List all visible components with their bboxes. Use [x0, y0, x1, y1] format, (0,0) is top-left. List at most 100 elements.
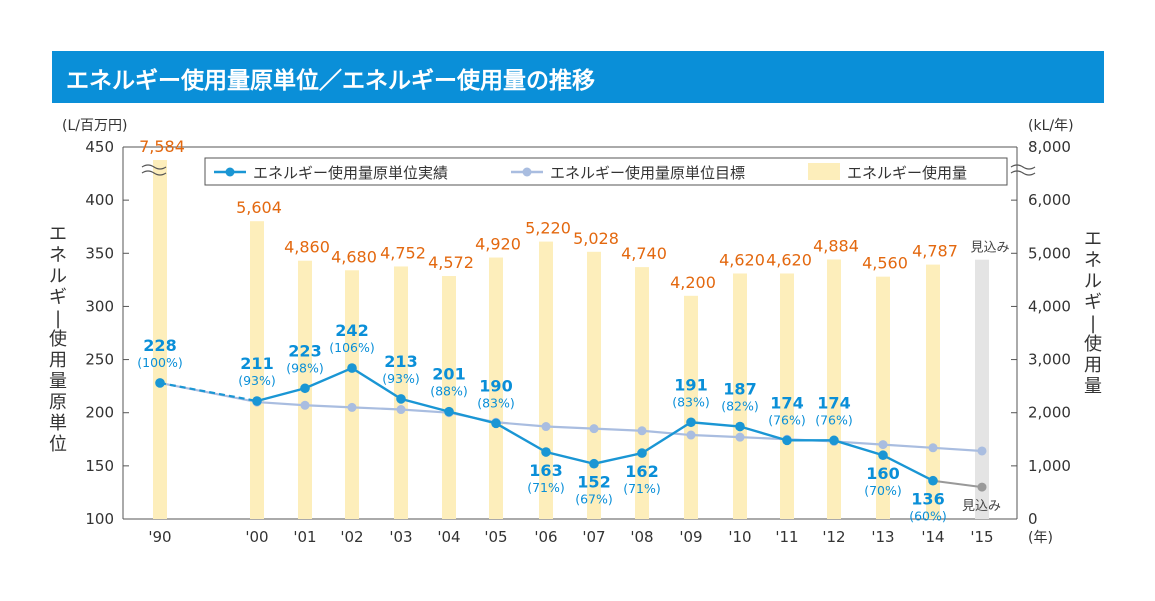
energy-bar	[153, 160, 167, 519]
right-tick-label: 5,000	[1028, 244, 1071, 262]
x-tick-label: '08	[630, 528, 653, 546]
x-tick-label: '06	[534, 528, 557, 546]
x-tick-label: '15	[970, 528, 993, 546]
x-tick-label: '03	[389, 528, 412, 546]
actual-point	[782, 435, 792, 446]
legend-bar-swatch	[808, 163, 840, 180]
legend-target-label: エネルギー使用量原単位目標	[550, 164, 745, 182]
left-axis-unit: (L/百万円)	[62, 118, 127, 134]
target-point	[686, 430, 696, 440]
legend-bar-label: エネルギー使用量	[847, 164, 967, 182]
x-tick-label: '09	[679, 528, 702, 546]
energy-bar-label: 4,572	[428, 253, 474, 272]
right-tick-label: 6,000	[1028, 191, 1071, 209]
actual-value-label: 242	[335, 321, 368, 340]
left-tick-label: 300	[85, 297, 114, 315]
actual-point	[347, 363, 357, 373]
actual-point	[396, 394, 406, 404]
actual-point	[300, 383, 310, 394]
target-point	[300, 400, 310, 410]
actual-value-label: 191	[674, 375, 707, 394]
actual-value-label: 136	[911, 490, 944, 509]
x-tick-label: '10	[728, 528, 751, 546]
actual-pct-label: (82%)	[721, 399, 759, 414]
left-tick-label: 250	[85, 351, 114, 369]
actual-pct-label: (60%)	[909, 509, 947, 524]
energy-bar	[489, 257, 503, 519]
right-axis-title: エネルギ|使用量	[1084, 229, 1102, 397]
actual-value-label: 163	[529, 461, 562, 480]
actual-point	[829, 435, 839, 446]
x-tick-label: '14	[921, 528, 944, 546]
energy-bar-label: 5,028	[573, 229, 619, 248]
actual-value-label: 228	[143, 336, 176, 355]
forecast-point	[977, 482, 987, 492]
actual-value-label: 213	[384, 352, 417, 371]
actual-pct-label: (93%)	[382, 371, 420, 386]
actual-pct-label: (98%)	[286, 360, 324, 375]
actual-pct-label: (76%)	[815, 412, 853, 427]
energy-bar-label: 4,620	[719, 250, 765, 269]
left-tick-label: 200	[85, 404, 114, 422]
actual-point	[252, 396, 262, 406]
target-point	[541, 422, 551, 432]
x-tick-label: '12	[822, 528, 845, 546]
actual-pct-label: (100%)	[137, 355, 183, 370]
target-point	[637, 426, 647, 436]
actual-pct-label: (71%)	[623, 481, 661, 496]
actual-pct-label: (83%)	[672, 394, 710, 409]
energy-bar	[394, 266, 408, 519]
actual-value-label: 160	[866, 464, 899, 483]
actual-pct-label: (106%)	[329, 340, 375, 355]
energy-bar-label: 5,220	[525, 219, 571, 238]
energy-bar-label: 4,680	[331, 247, 377, 266]
energy-bar-label: 4,860	[284, 238, 330, 257]
right-tick-label: 3,000	[1028, 351, 1071, 369]
right-axis-unit: (kL/年)	[1028, 118, 1074, 134]
energy-bar-label: 4,752	[380, 243, 426, 262]
energy-bar	[345, 270, 359, 519]
x-tick-label: '13	[871, 528, 894, 546]
target-point	[347, 402, 357, 412]
target-point	[977, 446, 987, 456]
right-tick-label: 4,000	[1028, 297, 1071, 315]
x-tick-label: '00	[245, 528, 268, 546]
x-tick-label: '90	[148, 528, 171, 546]
actual-point	[444, 406, 454, 417]
actual-point	[491, 418, 501, 429]
actual-point	[155, 378, 165, 388]
actual-point	[686, 417, 696, 428]
left-tick-label: 150	[85, 457, 114, 475]
legend-actual-label: エネルギー使用量原単位実績	[253, 164, 448, 182]
right-tick-label: 8,000	[1028, 138, 1071, 156]
forecast-bar	[975, 259, 989, 519]
actual-pct-label: (71%)	[527, 480, 565, 495]
legend-box	[204, 157, 1008, 186]
actual-point	[928, 475, 938, 486]
actual-pct-label: (67%)	[575, 492, 613, 507]
energy-bar-label: 4,560	[862, 254, 908, 273]
left-tick-label: 400	[85, 191, 114, 209]
x-tick-label: '05	[484, 528, 507, 546]
energy-bar-label: 4,920	[475, 235, 521, 254]
energy-bar	[684, 295, 698, 519]
right-tick-label: 0	[1028, 510, 1038, 528]
left-axis-break	[141, 164, 167, 176]
actual-point	[637, 448, 647, 458]
energy-bar	[827, 259, 841, 519]
actual-line-dashed	[159, 381, 258, 403]
energy-bar	[587, 251, 601, 519]
forecast-line	[932, 479, 983, 489]
target-point	[928, 443, 938, 453]
actual-value-label: 211	[240, 354, 273, 373]
actual-pct-label: (76%)	[768, 412, 806, 427]
actual-point	[878, 450, 888, 461]
actual-point	[735, 421, 745, 432]
actual-point	[589, 458, 599, 469]
x-tick-label: '07	[582, 528, 605, 546]
actual-value-label: 201	[432, 365, 465, 384]
energy-bar	[780, 273, 794, 519]
left-tick-label: 100	[85, 510, 114, 528]
forecast-line-label: 見込み	[962, 499, 1001, 514]
energy-bar-label: 4,884	[813, 236, 859, 255]
